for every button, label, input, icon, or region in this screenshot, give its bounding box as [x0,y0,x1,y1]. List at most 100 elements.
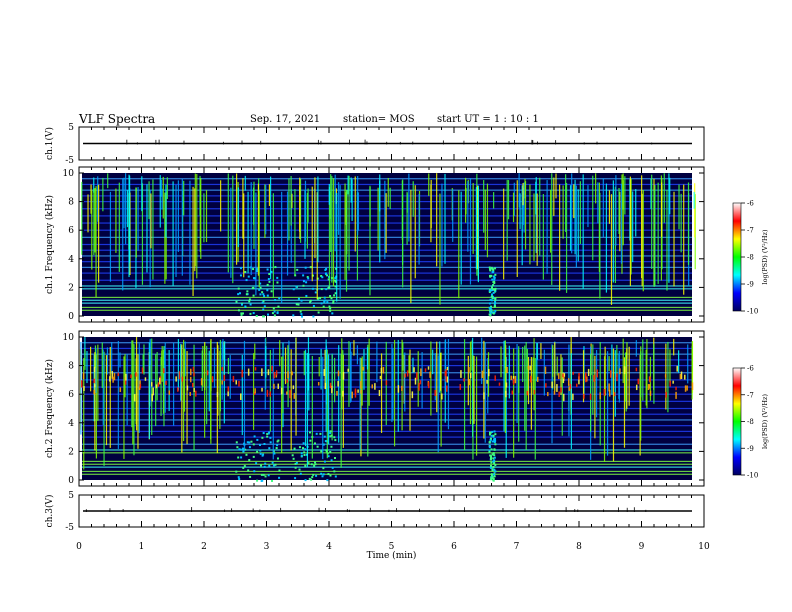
narrowband-line [82,222,692,224]
sferic-line [530,357,532,430]
hot-band-pixel [427,366,430,370]
sferic-line [351,179,353,222]
burst-pixel [328,305,331,308]
burst-pixel [489,288,492,291]
burst-pixel [259,449,262,452]
hot-band-pixel [195,390,197,397]
hot-band-pixel [324,382,327,389]
burst-pixel [315,474,318,477]
sferic-line [575,185,577,268]
sferic-line [608,190,611,224]
burst-pixel [334,285,337,288]
sferic-line [183,348,186,412]
sferic-line [678,350,680,373]
hot-band-pixel [616,373,618,382]
sferic-line [160,356,162,416]
burst-pixel [237,476,240,479]
hot-band-pixel [380,367,383,374]
burst-pixel [271,479,274,482]
station-label: station= MOS [343,114,415,125]
hot-band-pixel [360,390,362,394]
sferic-line [102,349,104,425]
sferic-line [535,181,537,215]
sferic-line [354,176,356,252]
sferic-line [551,344,553,444]
sferic-line [316,192,318,300]
sferic-line [471,340,473,371]
hot-band-pixel [354,390,357,398]
burst-pixel [237,456,240,459]
sferic-line [516,343,518,424]
hot-band-pixel [125,373,127,381]
burst-pixel [492,468,495,471]
hot-band-pixel [589,393,592,400]
burst-pixel [252,286,255,289]
burst-pixel [334,292,337,295]
burst-pixel [276,444,279,447]
colorbar-tick-label: -8 [747,254,754,262]
sferic-line [330,174,332,252]
sferic-line [579,181,581,244]
burst-pixel [262,293,265,296]
burst-pixel [258,288,261,291]
burst-pixel [256,479,259,482]
sferic-line [500,346,502,378]
hot-band-pixel [401,385,403,391]
burst-pixel [323,435,326,438]
hot-band-pixel [271,365,273,372]
sferic-line [250,182,252,276]
hot-band-pixel [563,393,565,402]
sferic-line [412,181,414,217]
sferic-line [618,350,620,403]
hot-band-pixel [165,380,167,385]
burst-pixel [312,315,315,318]
sferic-line [172,181,174,286]
burst-pixel [272,307,275,310]
sferic-line [97,344,99,421]
burst-pixel [322,467,325,470]
burst-pixel [266,268,269,271]
hot-band-pixel [665,391,667,398]
burst-pixel [246,441,249,444]
burst-pixel [274,266,277,269]
burst-pixel [329,309,332,312]
sferic-line [642,339,644,401]
sferic-line [683,184,685,295]
sferic-line [393,339,396,447]
burst-pixel [276,440,279,443]
hot-band-pixel [418,382,420,391]
narrowband-line [82,407,692,410]
hot-band-pixel [460,370,462,378]
burst-pixel [492,473,495,476]
hot-band-pixel [342,371,345,380]
sferic-line [594,355,596,439]
hot-band-pixel [553,390,556,395]
sferic-line [161,350,163,366]
burst-pixel [266,435,269,438]
hot-band-pixel [117,372,120,377]
narrowband-line [82,400,692,402]
sferic-line [483,180,485,233]
hot-band-pixel [567,378,570,386]
burst-pixel [324,273,327,276]
burst-pixel [300,454,303,457]
burst-pixel [334,439,337,442]
hot-band-pixel [357,389,359,393]
burst-pixel [299,472,302,475]
sferic-line [458,190,460,299]
burst-pixel [249,312,252,315]
burst-pixel [298,446,301,449]
hot-band-pixel [254,367,257,371]
burst-pixel [490,308,493,311]
sferic-line [201,350,203,392]
narrowband-line [82,288,692,290]
hot-band-pixel [686,385,688,391]
burst-pixel [491,311,494,314]
sferic-line [317,176,319,263]
hot-band-pixel [211,376,214,383]
burst-pixel [269,436,272,439]
burst-pixel [304,266,307,269]
hot-band-pixel [93,367,96,373]
hot-band-pixel [445,376,447,382]
narrowband-line [82,236,692,238]
